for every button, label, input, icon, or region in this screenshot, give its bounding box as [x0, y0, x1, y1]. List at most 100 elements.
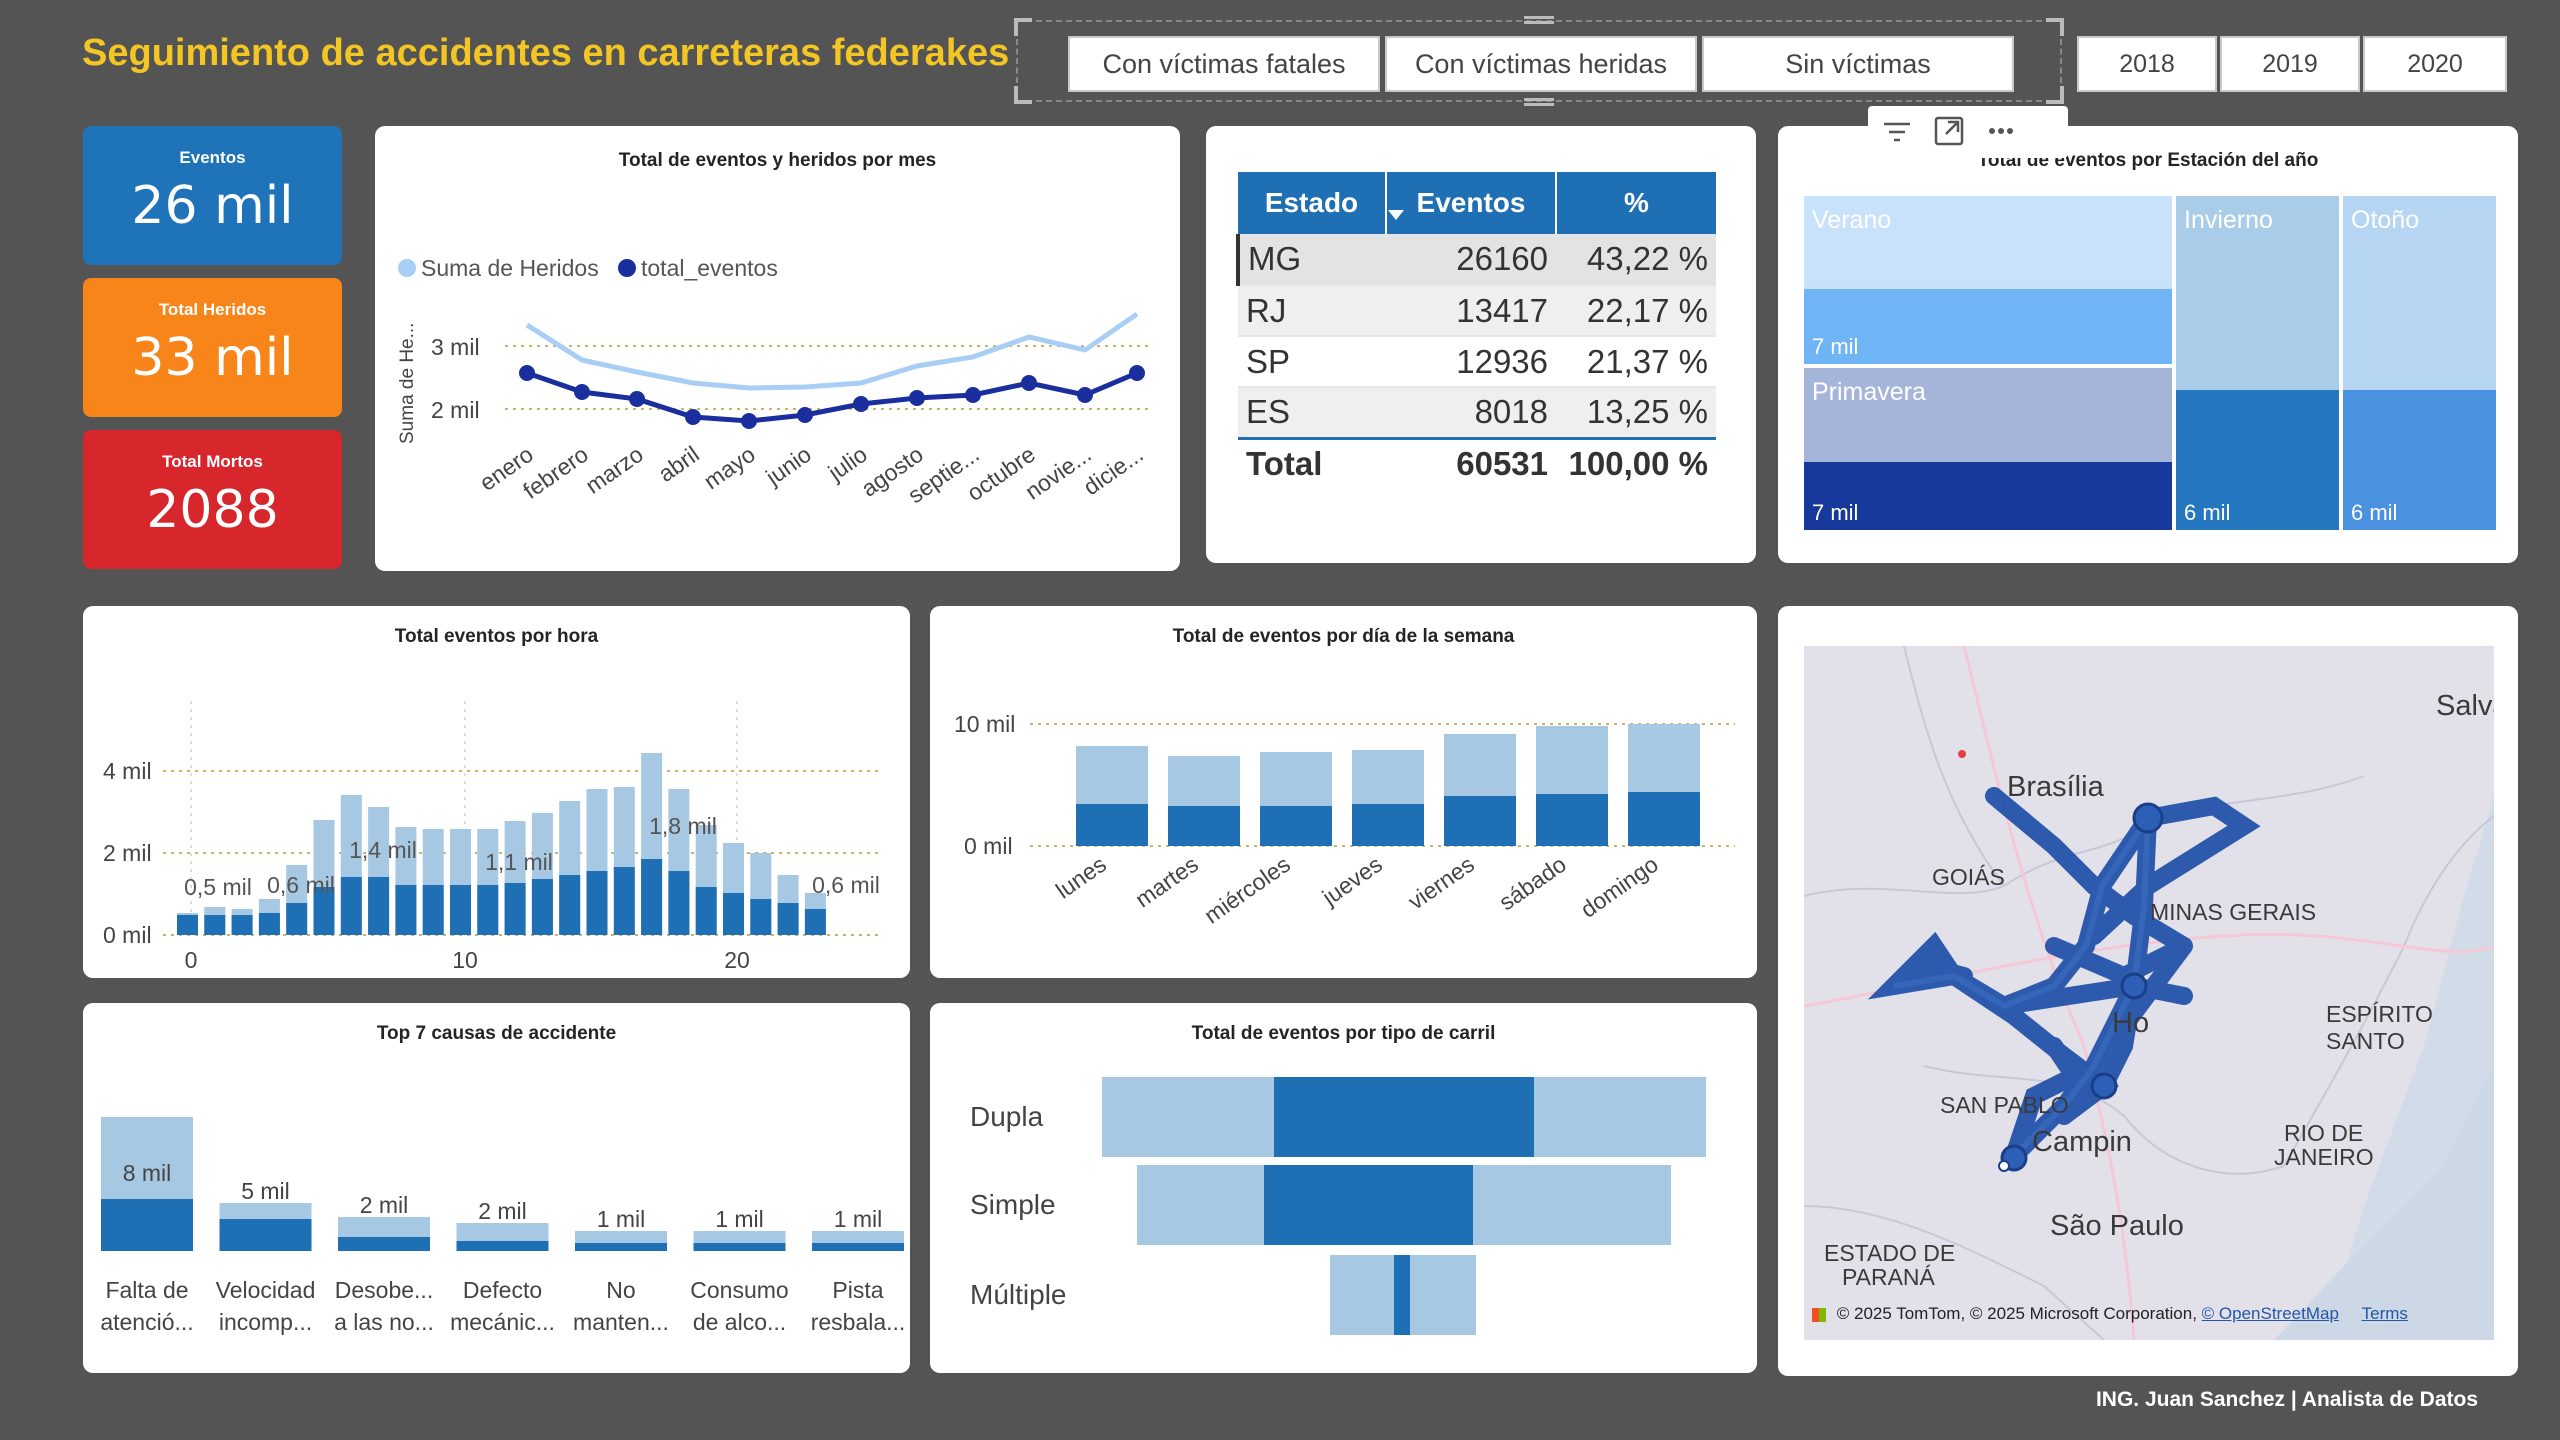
lane-chart-card[interactable]: Total de eventos por tipo de carril Dupl…: [930, 1003, 1757, 1373]
hour-bar-highlight[interactable]: [723, 893, 744, 935]
hour-bar-highlight[interactable]: [531, 879, 553, 935]
terms-link[interactable]: Terms: [2361, 1304, 2408, 1323]
hour-bar-highlight[interactable]: [641, 859, 663, 935]
attribution-text: © 2025 TomTom, © 2025 Microsoft Corporat…: [1836, 1304, 2197, 1323]
table-row[interactable]: RJ 13417 22,17 %: [1238, 285, 1716, 337]
cause-bar-highlight[interactable]: [575, 1243, 667, 1251]
map-attribution: © 2025 TomTom, © 2025 Microsoft Corporat…: [1812, 1304, 2408, 1324]
hour-bar-highlight[interactable]: [477, 885, 499, 935]
treemap-cell-primavera[interactable]: Primavera 7 mil: [1804, 368, 2172, 530]
hour-bar-highlight[interactable]: [204, 915, 226, 935]
column-header-pct[interactable]: %: [1555, 172, 1716, 234]
treemap-cell-invierno[interactable]: Invierno 6 mil: [2176, 196, 2339, 530]
x-tick: dicie...: [1078, 441, 1147, 500]
weekday-bar-highlight[interactable]: [1444, 796, 1516, 846]
cause-bar-highlight[interactable]: [812, 1243, 904, 1251]
x-tick: abril: [653, 441, 704, 487]
hour-bar-highlight[interactable]: [286, 903, 308, 935]
hour-bar-highlight[interactable]: [613, 867, 635, 935]
hour-bar-highlight[interactable]: [177, 915, 198, 935]
hour-bar-highlight[interactable]: [231, 915, 253, 935]
x-tick: atenció...: [100, 1309, 193, 1335]
table-total-row: Total 60531 100,00 %: [1238, 436, 1716, 489]
state-table-card[interactable]: Estado Eventos % MG 26160 43,22 % RJ 134…: [1206, 126, 1756, 563]
slicer-novictim-button[interactable]: Sin víctimas: [1702, 36, 2014, 92]
x-tick: viernes: [1403, 851, 1479, 915]
hour-bar-highlight[interactable]: [804, 909, 826, 935]
hour-bar-highlight[interactable]: [668, 871, 690, 935]
cause-bar-highlight[interactable]: [338, 1237, 430, 1251]
focus-corner: [2046, 86, 2064, 104]
slicer-injured-button[interactable]: Con víctimas heridas: [1385, 36, 1697, 92]
map-canvas[interactable]: Brasília Salva GOIÁS MINAS GERAIS Ho SAN…: [1804, 646, 2494, 1340]
resize-handle[interactable]: [1524, 16, 1554, 24]
hour-bar-highlight[interactable]: [559, 875, 581, 935]
monthly-chart-card[interactable]: Total de eventos y heridos por mes Suma …: [375, 126, 1180, 571]
slicer-fatal-button[interactable]: Con víctimas fatales: [1068, 36, 1380, 92]
chart-title: Total de eventos por día de la semana: [1172, 626, 1515, 647]
data-label: 1,1 mil: [485, 849, 553, 875]
weekday-chart-card[interactable]: Total de eventos por día de la semana 10…: [930, 606, 1757, 978]
causes-chart-card[interactable]: Top 7 causas de accidente 8 mil Falta de a…: [83, 1003, 910, 1373]
weekday-bar-highlight[interactable]: [1168, 806, 1240, 846]
x-tick: mayo: [699, 441, 760, 495]
column-header-eventos[interactable]: Eventos: [1385, 172, 1556, 234]
hour-bar-highlight[interactable]: [750, 899, 772, 935]
weekday-bar-highlight[interactable]: [1628, 792, 1700, 846]
hour-bar-highlight[interactable]: [258, 913, 280, 935]
focus-mode-icon[interactable]: [1934, 116, 1964, 146]
hour-bar-highlight[interactable]: [777, 903, 799, 935]
year-2018-button[interactable]: 2018: [2077, 36, 2217, 92]
more-options-icon[interactable]: [1989, 128, 2013, 134]
focus-corner: [2046, 18, 2064, 36]
year-2019-button[interactable]: 2019: [2220, 36, 2360, 92]
weekday-bar-highlight[interactable]: [1352, 804, 1424, 846]
chart-title: Total eventos por hora: [394, 626, 599, 647]
table-row[interactable]: MG 26160 43,22 %: [1236, 234, 1716, 286]
treemap-cell-verano[interactable]: Verano 7 mil: [1804, 196, 2172, 364]
map-label-belo-horizonte: Ho: [2112, 1007, 2150, 1039]
hour-bar-highlight[interactable]: [395, 885, 417, 935]
cause-bar-highlight[interactable]: [693, 1243, 786, 1251]
table-row[interactable]: ES 8018 13,25 %: [1238, 387, 1716, 439]
data-label: 0,6 mil: [812, 872, 880, 898]
resize-handle[interactable]: [1524, 98, 1554, 106]
weekday-bar-highlight[interactable]: [1076, 804, 1148, 846]
kpi-label: Total Mortos: [162, 452, 263, 471]
x-tick: miércoles: [1199, 851, 1295, 929]
season-treemap-card[interactable]: Total de eventos por Estación del año Ve…: [1778, 126, 2518, 563]
hour-bar-highlight[interactable]: [422, 885, 444, 935]
hour-bar-highlight[interactable]: [340, 877, 362, 935]
hour-bar-highlight[interactable]: [368, 877, 390, 935]
hour-bar-highlight[interactable]: [586, 871, 608, 935]
weekday-bar-highlight[interactable]: [1260, 806, 1332, 846]
x-tick: marzo: [581, 441, 648, 499]
cell-estado: ES: [1238, 387, 1386, 439]
cell-pct: 21,37 %: [1556, 336, 1716, 388]
treemap-label: Verano: [1812, 206, 1892, 234]
column-header-estado[interactable]: Estado: [1238, 172, 1386, 234]
hour-bar-highlight[interactable]: [695, 887, 717, 935]
treemap-highlight: [2343, 390, 2496, 530]
cause-bar-highlight[interactable]: [101, 1199, 193, 1251]
filter-icon[interactable]: [1884, 122, 1910, 142]
x-tick: Defecto: [463, 1277, 542, 1303]
map-card[interactable]: Brasília Salva GOIÁS MINAS GERAIS Ho SAN…: [1778, 606, 2518, 1376]
weekday-bar-highlight[interactable]: [1536, 794, 1608, 846]
cause-bar-highlight[interactable]: [219, 1219, 312, 1251]
hour-bar-highlight[interactable]: [450, 885, 471, 935]
hourly-chart-card[interactable]: Total eventos por hora 4 mil 2 mil 0 mil…: [83, 606, 910, 978]
hour-bar-highlight[interactable]: [313, 887, 335, 935]
hourly-bar-chart: 4 mil 2 mil 0 mil 0 10 20 0,5 mil 0,6 mi…: [103, 701, 883, 973]
sort-desc-icon[interactable]: [1388, 210, 1404, 220]
year-2020-button[interactable]: 2020: [2363, 36, 2507, 92]
hour-bar-highlight[interactable]: [504, 883, 526, 935]
table-row[interactable]: SP 12936 21,37 %: [1238, 336, 1716, 388]
osm-link[interactable]: © OpenStreetMap: [2201, 1304, 2339, 1323]
map-label-estado-de: ESTADO DE: [1824, 1240, 1956, 1266]
treemap-cell-otono[interactable]: Otoño 6 mil: [2343, 196, 2496, 530]
cause-bar-highlight[interactable]: [456, 1241, 549, 1251]
x-tick: 10: [452, 947, 478, 973]
treemap-label: Primavera: [1812, 378, 1926, 406]
data-label: 1 mil: [597, 1206, 646, 1232]
